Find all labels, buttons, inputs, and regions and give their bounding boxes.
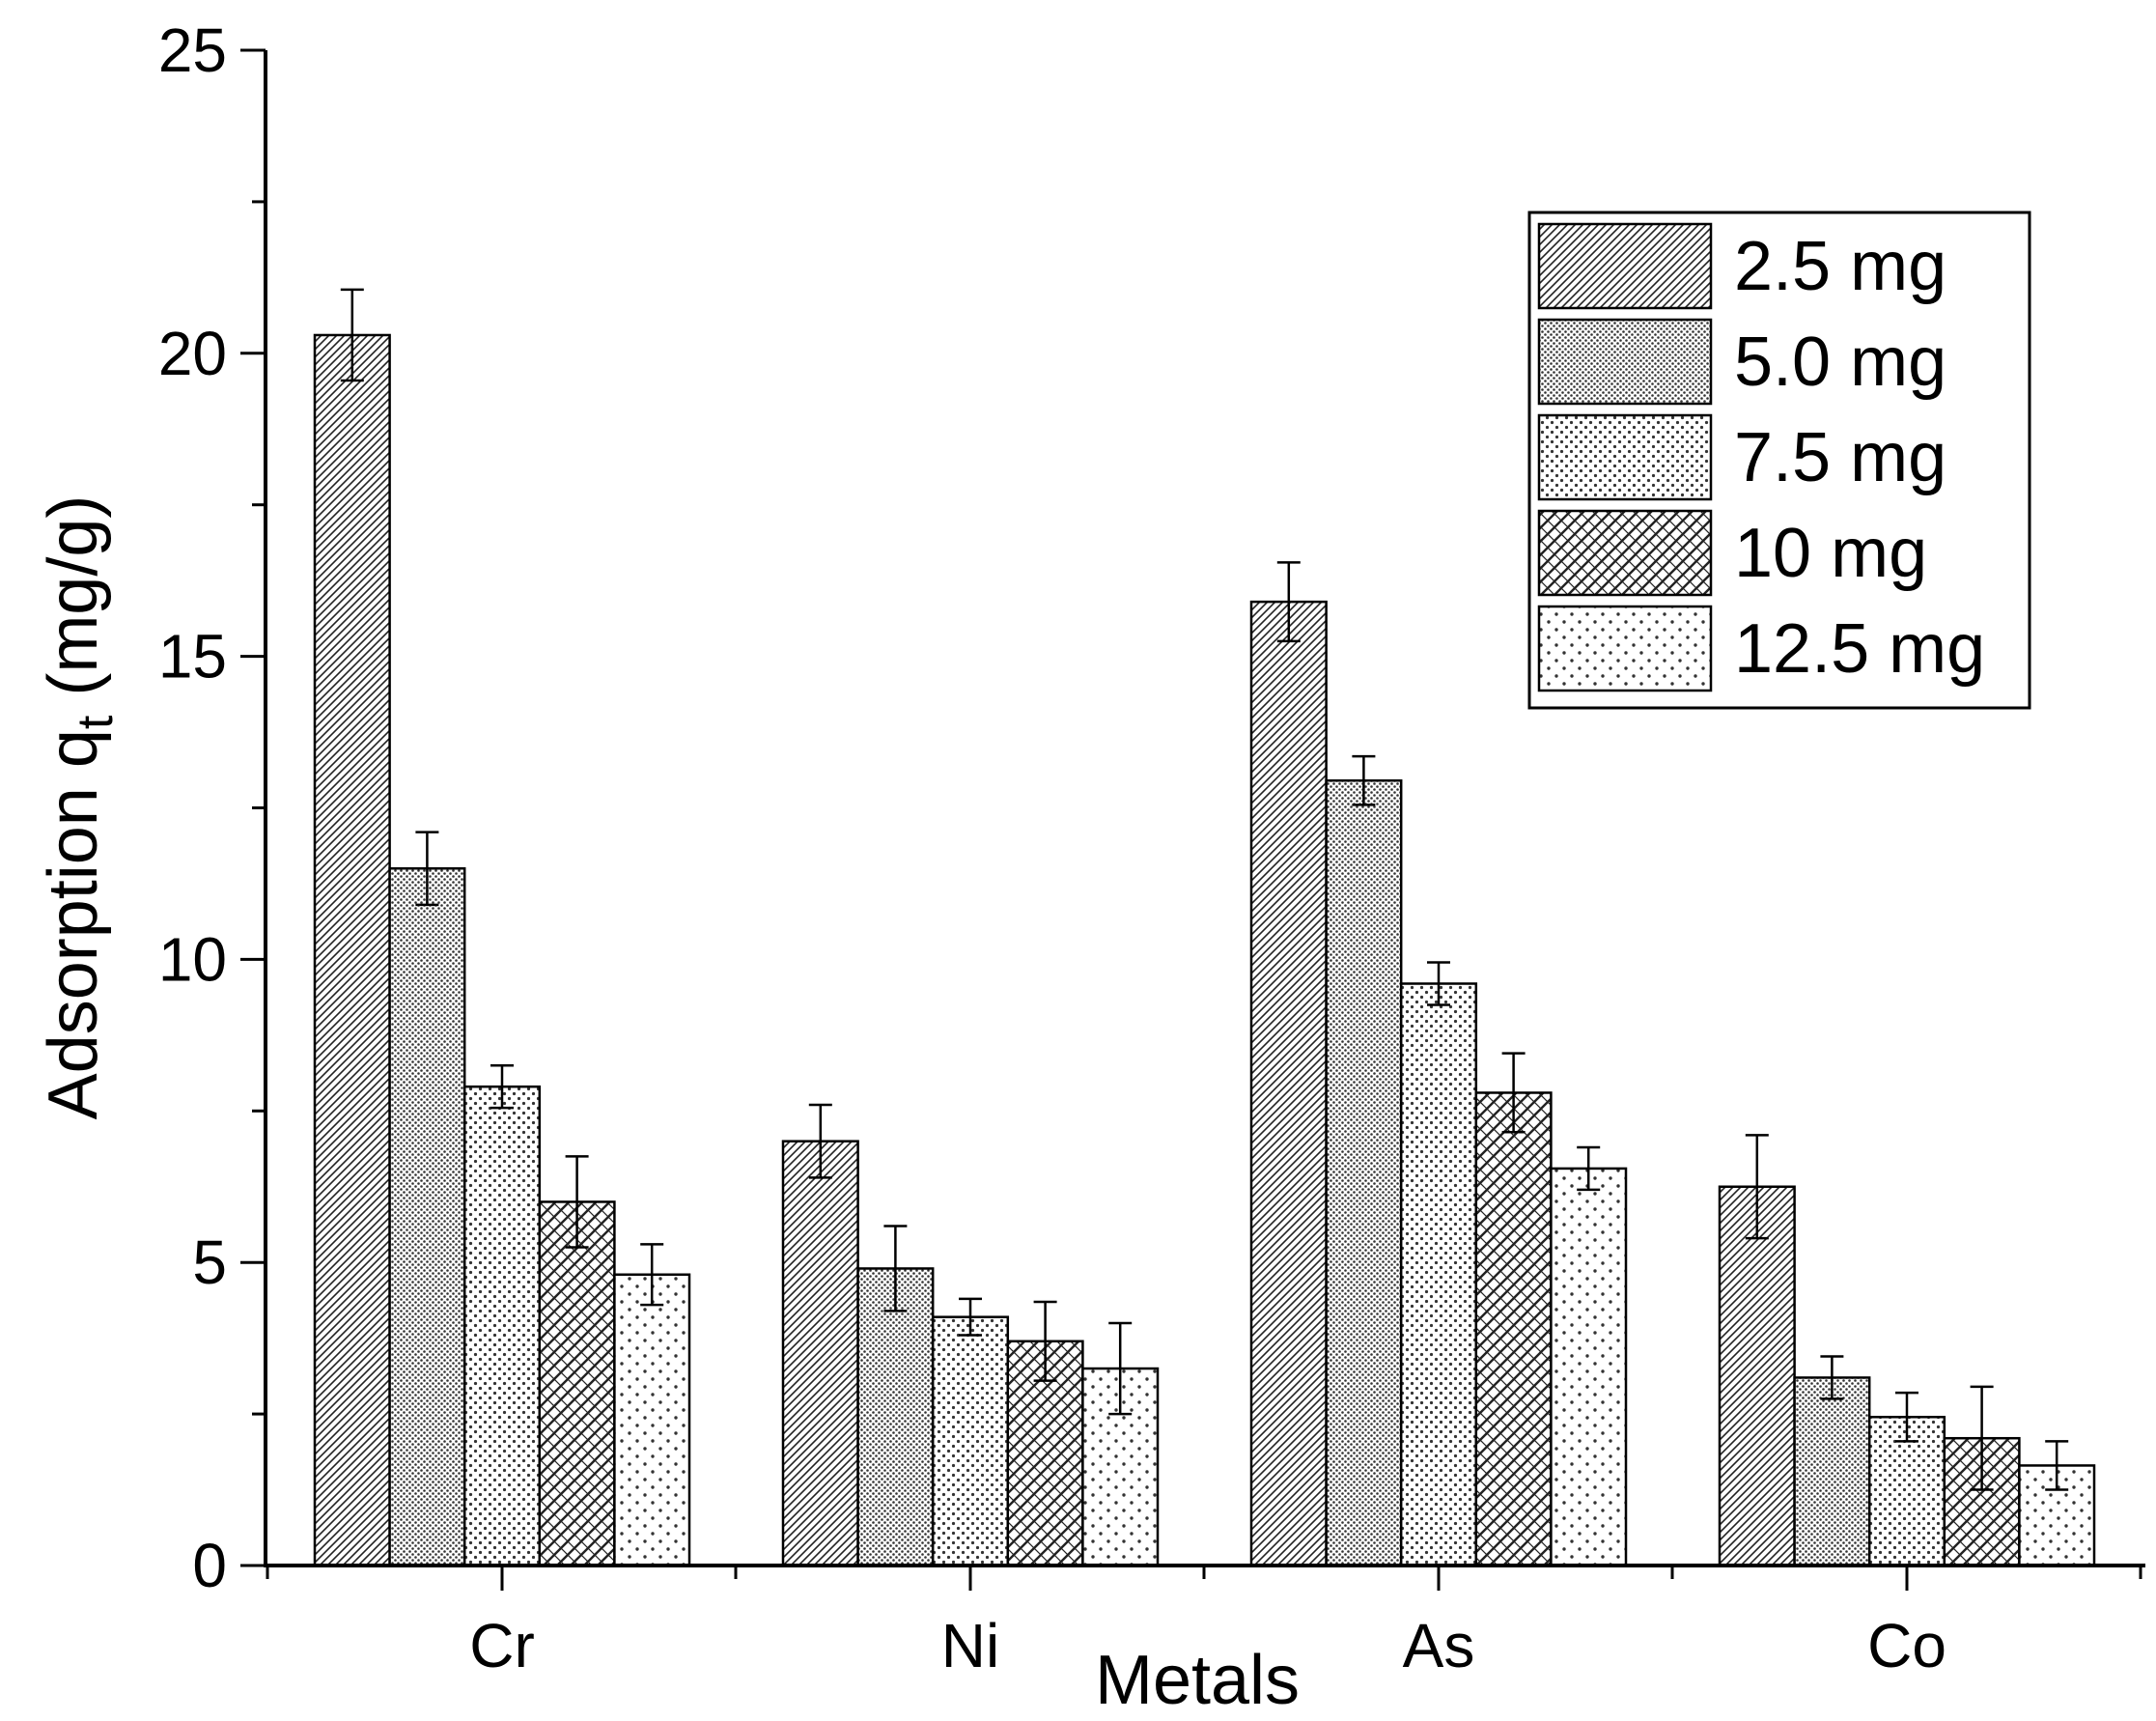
bar-co-series-2 [1793, 1376, 1871, 1567]
x-tick-label-as: As [1403, 1611, 1475, 1680]
legend: 2.5 mg 5.0 mg 7.5 mg 10 mg 12.5 mg [1527, 211, 2031, 710]
y-tick-label: 20 [158, 319, 227, 388]
error-bar-ni-series-4 [1033, 1300, 1057, 1382]
legend-swatch [1537, 509, 1713, 597]
y-tick-label: 10 [158, 924, 227, 994]
error-bar-cr-series-2 [415, 831, 439, 907]
error-bar-ni-series-2 [883, 1225, 908, 1312]
error-bar-ni-series-5 [1108, 1321, 1133, 1416]
legend-item-3: 7.5 mg [1537, 413, 1946, 501]
bar-as-series-2 [1325, 779, 1403, 1567]
legend-item-2: 5.0 mg [1537, 318, 1946, 406]
legend-swatch [1537, 413, 1713, 501]
error-bar-cr-series-1 [340, 288, 364, 382]
bar-cr-series-1 [313, 333, 391, 1567]
y-tick-label: 0 [192, 1531, 227, 1600]
error-bar-cr-series-5 [640, 1243, 664, 1307]
y-ticks: 0 5 10 15 20 25 [158, 15, 266, 1600]
error-bar-ni-series-3 [959, 1297, 982, 1337]
y-tick-label: 25 [158, 15, 227, 85]
legend-swatch [1537, 605, 1713, 692]
x-tick-label-co: Co [1867, 1611, 1946, 1680]
legend-item-4: 10 mg [1537, 509, 1927, 597]
x-tick-label-cr: Cr [469, 1611, 535, 1680]
error-bars-layer [340, 288, 2069, 1491]
error-bar-co-series-3 [1895, 1391, 1918, 1443]
legend-swatch [1537, 318, 1713, 406]
error-bar-as-series-3 [1427, 961, 1450, 1006]
error-bar-as-series-2 [1352, 754, 1376, 806]
legend-label: 5.0 mg [1734, 324, 1946, 401]
x-tick-label-ni: Ni [941, 1611, 999, 1680]
bar-as-series-5 [1550, 1167, 1628, 1567]
x-axis-title: Metals [1095, 1642, 1300, 1719]
bar-cr-series-4 [538, 1200, 616, 1567]
error-bar-as-series-4 [1501, 1052, 1526, 1134]
bar-cr-series-3 [462, 1085, 542, 1567]
error-bar-as-series-5 [1577, 1145, 1601, 1192]
error-bar-co-series-1 [1745, 1134, 1769, 1240]
bar-cr-series-2 [388, 867, 466, 1567]
error-bar-co-series-4 [1970, 1385, 1994, 1491]
error-bar-as-series-1 [1276, 561, 1301, 643]
legend-label: 7.5 mg [1734, 419, 1946, 496]
bar-co-series-1 [1718, 1185, 1796, 1567]
error-bar-co-series-2 [1820, 1355, 1844, 1400]
bar-ni-series-3 [931, 1315, 1010, 1567]
y-axis-title-subscript: t [68, 715, 124, 729]
bar-ni-series-1 [781, 1140, 859, 1567]
legend-item-5: 12.5 mg [1537, 605, 1985, 692]
error-bar-cr-series-4 [565, 1155, 589, 1249]
y-axis-title-unit: (mg/g) [35, 495, 112, 716]
x-ticks: Cr Ni As Co [266, 1566, 2142, 1680]
y-tick-label: 15 [158, 622, 227, 691]
legend-swatch [1537, 222, 1713, 310]
bar-ni-series-2 [856, 1267, 935, 1567]
legend-label: 2.5 mg [1734, 228, 1946, 305]
bar-as-series-4 [1474, 1091, 1553, 1567]
y-tick-label: 5 [192, 1227, 227, 1297]
legend-label: 10 mg [1734, 515, 1927, 592]
bar-as-series-3 [1399, 982, 1478, 1567]
legend-label: 12.5 mg [1734, 610, 1985, 688]
error-bar-cr-series-3 [490, 1063, 514, 1110]
y-axis-title-main: Adsorption q [35, 729, 112, 1119]
legend-item-1: 2.5 mg [1537, 222, 1946, 310]
error-bar-co-series-5 [2045, 1440, 2069, 1491]
error-bar-ni-series-1 [808, 1103, 832, 1179]
bar-as-series-1 [1249, 600, 1328, 1567]
bar-cr-series-5 [613, 1273, 691, 1567]
y-axis-title: Adsorption qt (mg/g) [35, 495, 124, 1120]
